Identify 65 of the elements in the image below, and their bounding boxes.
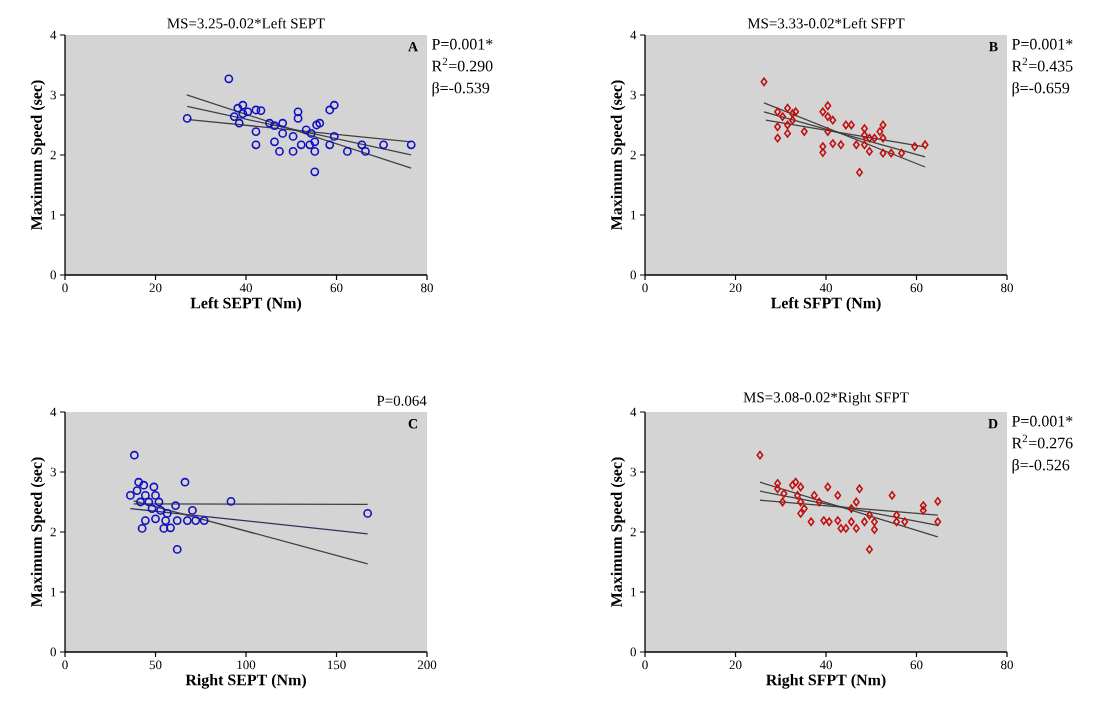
chart-title: MS=3.25-0.02*Left SEPT — [167, 17, 325, 29]
x-tick-label: 40 — [239, 283, 252, 293]
x-axis-title: Left SEPT (Nm) — [190, 297, 302, 312]
text: β=-0.659 — [1012, 82, 1070, 97]
y-tick-label: 3 — [50, 90, 56, 100]
y-tick-label: 1 — [631, 210, 636, 220]
x-axis-title: Left SFPT (Nm) — [770, 297, 881, 312]
x-tick-label: 40 — [819, 283, 832, 293]
x-tick-label: 0 — [642, 283, 648, 293]
y-tick-label: 4 — [50, 407, 57, 417]
x-tick-label: 20 — [729, 660, 742, 670]
x-tick-label: 20 — [149, 283, 162, 293]
x-tick-label: 80 — [1001, 283, 1013, 293]
y-tick-label: 1 — [631, 587, 636, 597]
x-tick-label: 0 — [642, 660, 648, 670]
x-tick-label: 200 — [417, 660, 437, 670]
text: β=-0.539 — [432, 82, 490, 97]
annotation: C — [408, 419, 417, 429]
x-tick-label: 60 — [910, 660, 923, 670]
y-tick-label: 0 — [630, 647, 636, 657]
x-axis-title: Right SEPT (Nm) — [185, 674, 306, 689]
y-tick-label: 2 — [50, 150, 56, 160]
y-tick-label: 1 — [51, 210, 56, 220]
annotation: A — [408, 42, 418, 52]
text: β=-0.526 — [1012, 459, 1070, 474]
annotation: B — [988, 42, 998, 52]
y-tick-label: 3 — [630, 90, 636, 100]
x-tick-label: 150 — [327, 660, 346, 670]
y-tick-label: 4 — [50, 30, 57, 40]
x-tick-label: 20 — [729, 283, 742, 293]
text: P=0.064 — [376, 395, 427, 406]
text: P=0.001* — [1012, 38, 1073, 50]
text: R$^{2}$=0.276 — [1012, 434, 1073, 449]
y-tick-label: 4 — [630, 30, 637, 40]
x-tick-label: 0 — [62, 660, 68, 670]
x-tick-label: 80 — [1001, 660, 1013, 670]
text: R$^{2}$=0.435 — [1012, 57, 1073, 72]
y-axis-title: Maximum Speed (sec) — [30, 80, 46, 230]
x-tick-label: 100 — [237, 660, 256, 670]
x-tick-label: 50 — [149, 660, 162, 670]
y-tick-label: 2 — [50, 527, 56, 537]
y-tick-label: 3 — [630, 467, 636, 477]
x-tick-label: 0 — [62, 283, 68, 293]
y-tick-label: 1 — [51, 587, 56, 597]
y-axis-title: Maximum Speed (sec) — [30, 457, 46, 607]
y-tick-label: 2 — [630, 150, 636, 160]
chart-title: MS=3.33-0.02*Left SFPT — [747, 17, 905, 29]
y-axis-title: Maximum Speed (sec) — [610, 457, 626, 607]
x-tick-label: 60 — [910, 283, 923, 293]
x-tick-label: 60 — [330, 283, 343, 293]
x-tick-label: 80 — [421, 283, 433, 293]
y-axis-title: Maximum Speed (sec) — [610, 80, 626, 230]
y-tick-label: 0 — [50, 647, 56, 657]
y-tick-label: 4 — [630, 407, 637, 417]
text: R$^{2}$=0.290 — [432, 57, 493, 72]
y-tick-label: 0 — [630, 270, 636, 280]
x-axis-title: Right SFPT (Nm) — [766, 674, 886, 689]
x-tick-label: 40 — [819, 660, 832, 670]
chart-title: MS=3.08-0.02*Right SFPT — [743, 391, 909, 406]
text: P=0.001* — [432, 38, 493, 50]
y-tick-label: 3 — [50, 467, 56, 477]
y-tick-label: 2 — [630, 527, 636, 537]
annotation: D — [988, 419, 998, 429]
text: P=0.001* — [1012, 415, 1073, 427]
y-tick-label: 0 — [50, 270, 56, 280]
